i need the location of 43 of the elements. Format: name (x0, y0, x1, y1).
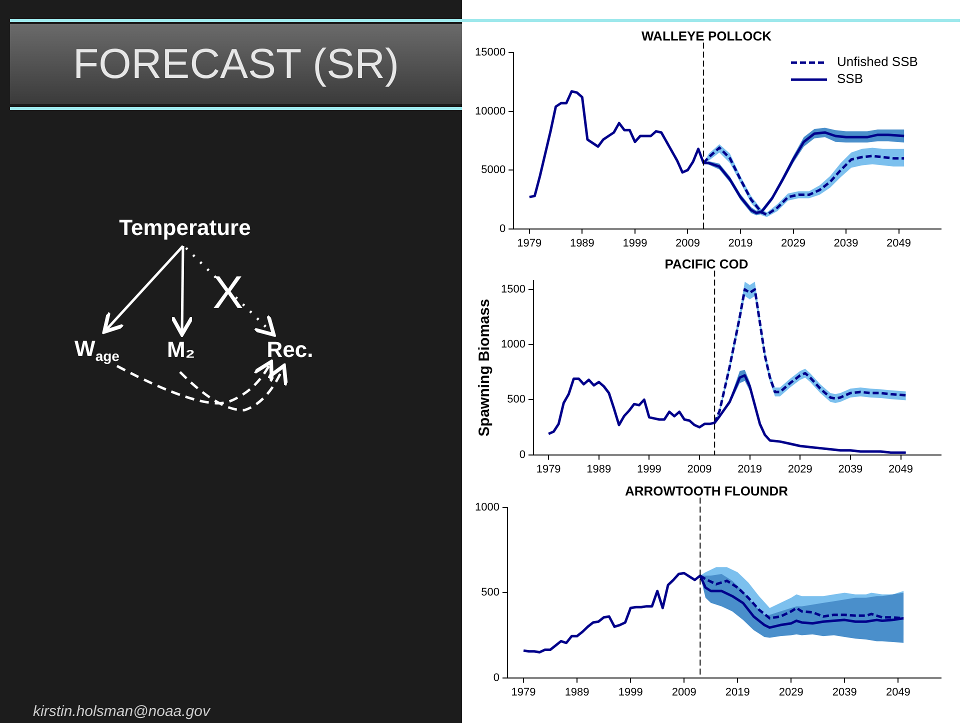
x-tick-label: 1989 (570, 237, 594, 250)
x-tick-label: 2029 (778, 686, 804, 698)
text: kirstin.holsman@noaa.gov (33, 703, 210, 720)
x-tick-label: 2019 (728, 237, 753, 250)
x-tick-label: 1999 (636, 463, 662, 476)
x-tick-label: 2039 (838, 463, 863, 476)
y-axis-title: Spawning Biomass (476, 298, 494, 436)
x-tick-label: 1979 (517, 237, 542, 250)
x-tick-label: 2039 (834, 237, 858, 250)
y-tick-label: 5000 (481, 164, 506, 176)
legend-label: Unfished SSB (837, 54, 918, 70)
x-tick-label: 2049 (886, 686, 910, 698)
y-tick-label: 15000 (474, 46, 506, 59)
y-tick-label: 500 (507, 394, 526, 406)
y-tick-label: 1000 (500, 338, 526, 351)
x-tick-label: 1979 (511, 686, 536, 698)
x-tick-label: 2009 (672, 686, 696, 698)
x-tick-label: 2049 (888, 463, 913, 476)
x-tick-label: 1999 (618, 686, 643, 698)
x-tick-label: 1999 (622, 237, 648, 250)
chart-title: PACIFIC COD (664, 256, 748, 272)
x-tick-label: 1989 (564, 686, 590, 698)
x-tick-label: 2029 (781, 237, 806, 250)
x-tick-label: 1979 (536, 463, 561, 476)
x-tick-label: 2009 (675, 237, 700, 250)
x-tick-label: 1989 (586, 463, 612, 476)
chart-title: WALLEYE POLLOCK (642, 28, 772, 44)
y-tick-label: 1000 (474, 502, 500, 514)
y-tick-label: 10000 (474, 105, 506, 118)
x-tick-label: 2049 (886, 237, 912, 250)
y-tick-label: 500 (481, 586, 500, 599)
y-tick-label: 0 (499, 222, 506, 235)
text: Temperature (119, 215, 251, 241)
y-tick-label: 0 (519, 448, 526, 461)
x-tick-label: 2039 (832, 686, 857, 698)
y-tick-label: 0 (493, 672, 500, 684)
y-tick-label: 1500 (500, 283, 526, 296)
x-tick-label: 2029 (788, 463, 812, 476)
legend-label: SSB (837, 71, 864, 86)
x-tick-label: 2019 (738, 463, 762, 476)
x-tick-label: 2009 (687, 463, 712, 476)
chart-title: ARROWTOOTH FLOUNDR (625, 483, 789, 498)
x-tick-label: 2019 (725, 686, 750, 698)
